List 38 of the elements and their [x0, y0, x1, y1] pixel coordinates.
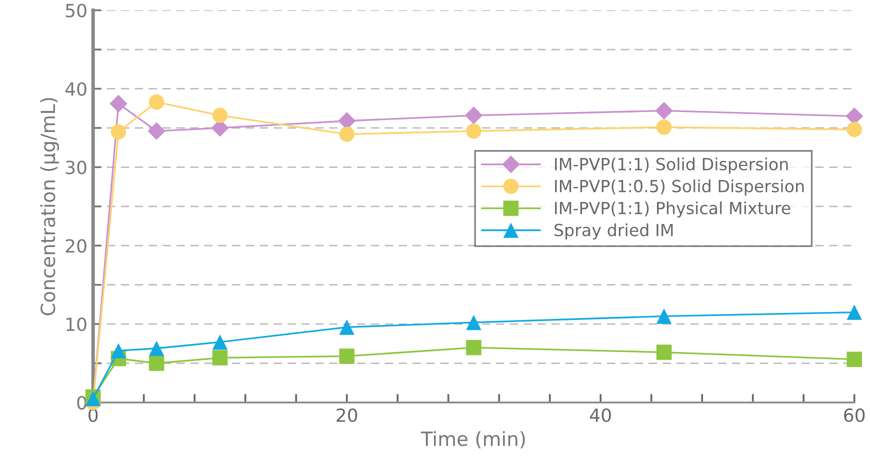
point — [466, 123, 482, 139]
y-tick-label: 30 — [66, 160, 86, 174]
x-axis-title: Time (min) — [420, 431, 525, 448]
x-tick-label: 60 — [844, 408, 865, 422]
y-tick-label: 40 — [65, 82, 86, 96]
point — [110, 94, 128, 112]
point — [110, 124, 126, 140]
point — [655, 102, 673, 120]
y-axis-title: Concentration (μg/mL) — [40, 98, 60, 316]
point — [656, 344, 672, 360]
x-tick-label: 20 — [336, 408, 358, 422]
point — [656, 308, 672, 324]
point — [339, 126, 354, 142]
legend-label: Spray dried IM — [554, 223, 673, 240]
point — [846, 352, 862, 367]
point — [148, 94, 164, 110]
point — [212, 350, 228, 366]
legend-label: IM-PVP(1:0.5) Solid Dispersion — [555, 179, 804, 196]
point — [846, 304, 862, 320]
point — [466, 314, 482, 330]
point — [212, 108, 228, 124]
legend-label: IM-PVP(1:1) Physical Mixture — [555, 201, 790, 218]
y-tick-label: 50 — [66, 4, 86, 18]
y-tick-label: 10 — [66, 318, 86, 332]
point — [846, 122, 862, 138]
point — [339, 348, 354, 364]
y-tick-label: 20 — [66, 239, 86, 253]
legend-label: IM-PVP(1:1) Solid Dispersion — [555, 158, 788, 174]
point — [110, 343, 126, 358]
x-tick-label: 40 — [590, 408, 611, 422]
point — [212, 334, 228, 350]
point — [148, 340, 164, 356]
point — [339, 320, 354, 335]
point — [656, 120, 672, 135]
point — [148, 122, 166, 140]
point — [464, 106, 483, 124]
point — [148, 356, 164, 371]
point — [466, 340, 482, 356]
